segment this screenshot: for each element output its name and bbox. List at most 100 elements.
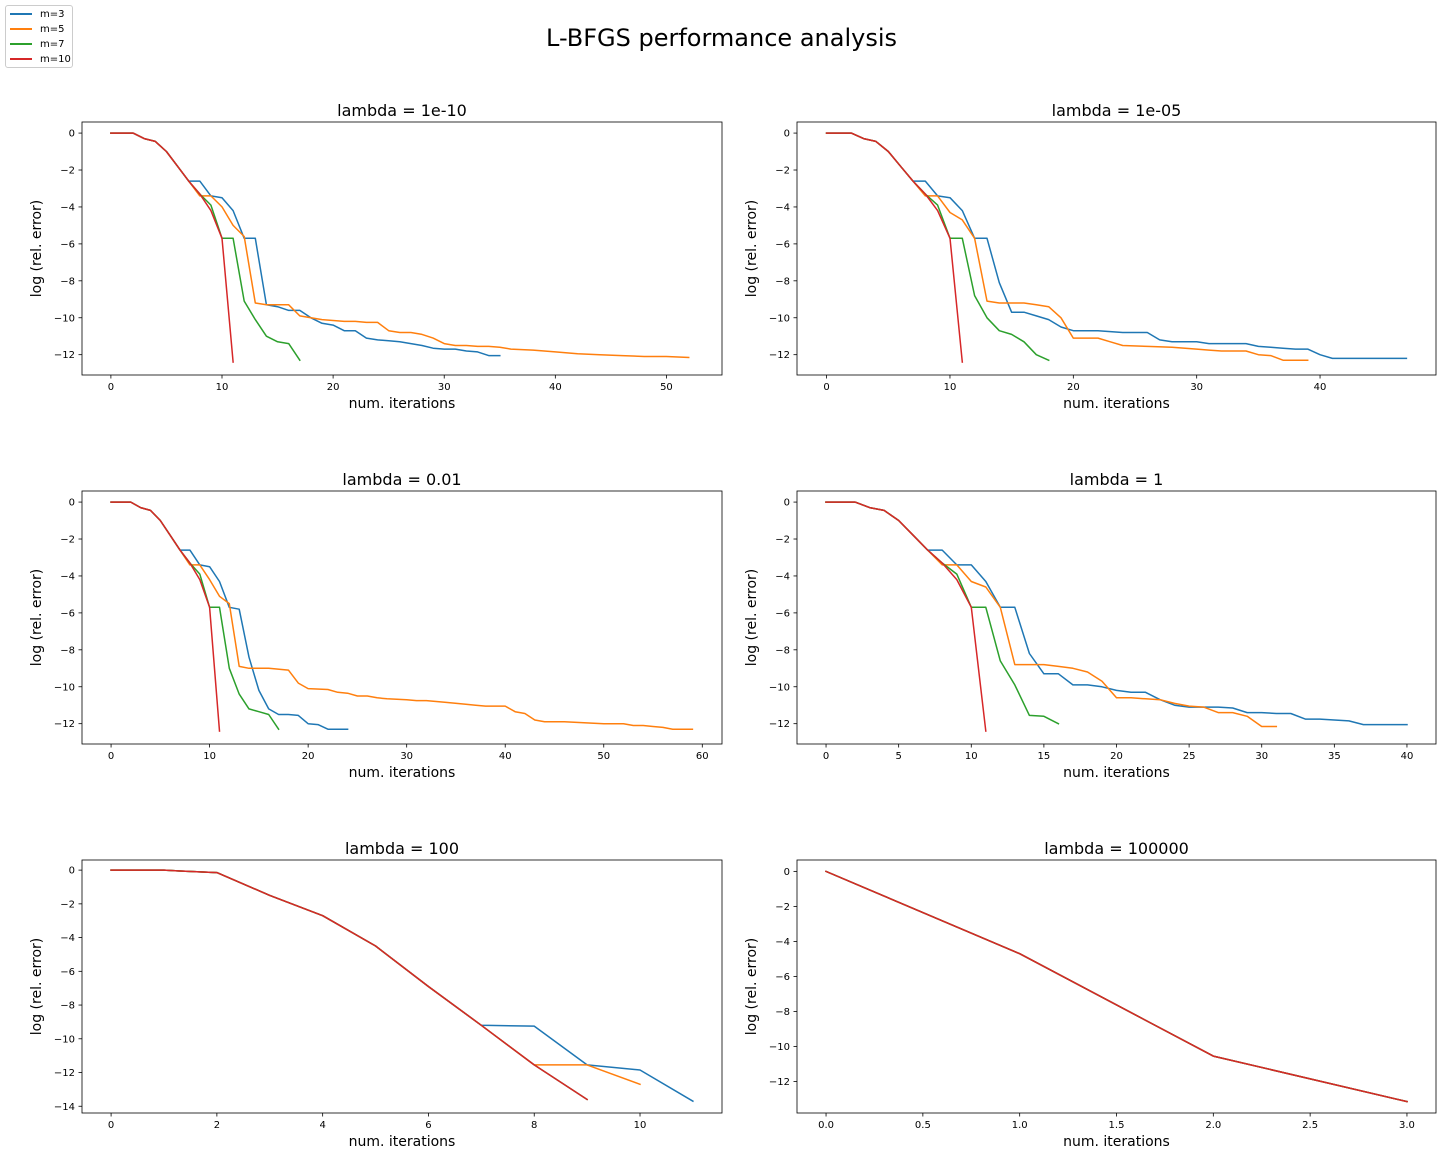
x-tick-label: 8 (531, 1120, 537, 1131)
subplot-5: 0 2 4 6 8 10 0 −2 −4 −6 −8 −10 −12 −14 lambda = 100 num… (29, 839, 723, 1150)
series-line-m3 (110, 501, 349, 730)
subplot-title: lambda = 1e-05 (1052, 101, 1182, 120)
x-tick-label: 40 (1314, 382, 1327, 393)
y-tick-label: −12 (54, 719, 75, 730)
x-tick-label: 2.0 (1205, 1120, 1221, 1131)
subplot-4: 0 5 10 15 20 25 30 35 40 0 −2 −4 −6 −8 −10 −12 lambda = … (744, 470, 1437, 781)
y-tick-label: −4 (775, 571, 790, 582)
x-tick-label: 0 (108, 751, 114, 762)
y-tick-label: −6 (775, 608, 790, 619)
plot-area (825, 501, 1408, 732)
subplot-title: lambda = 100000 (1044, 839, 1189, 858)
plot-area (825, 870, 1408, 1103)
figure-title: L-BFGS performance analysis (546, 24, 897, 52)
x-tick-label: 30 (1255, 751, 1268, 762)
legend-label-m10: m=10 (40, 54, 71, 65)
subplot-title: lambda = 1e-10 (337, 101, 467, 120)
x-tick-label: 20 (1067, 382, 1080, 393)
series-line-m10 (110, 501, 221, 732)
y-tick-label: −2 (60, 166, 75, 177)
subplot-6: 0.0 0.5 1.0 1.5 2.0 2.5 3.0 0 −2 −4 −6 −8 −10 −12 lamb… (744, 839, 1437, 1150)
x-tick-label: 20 (327, 382, 340, 393)
y-tick-label: 0 (69, 498, 75, 509)
x-tick-label: 1.0 (1012, 1120, 1028, 1131)
x-axis-label: num. iterations (349, 396, 456, 412)
subplot-3: 0 10 20 30 40 50 60 0 −2 −4 −6 −8 −10 −12 lambda = 0.0… (29, 470, 723, 781)
legend-label-m7: m=7 (40, 39, 65, 50)
axes-frame (81, 490, 723, 745)
legend-label-m5: m=5 (40, 24, 65, 35)
series-line-m3 (110, 132, 501, 357)
x-tick-label: 25 (1183, 751, 1196, 762)
x-tick-label: 10 (965, 751, 978, 762)
y-axis-label: log (rel. error) (744, 938, 760, 1035)
x-tick-label: 4 (319, 1120, 325, 1131)
x-tick-label: 0.5 (915, 1120, 931, 1131)
y-tick-label: −12 (769, 350, 790, 361)
y-tick-label: −2 (775, 166, 790, 177)
x-tick-label: 40 (549, 382, 562, 393)
x-tick-label: 5 (895, 751, 901, 762)
x-tick-label: 2 (214, 1120, 220, 1131)
series-line-m7 (825, 132, 1050, 362)
series-line-m5 (825, 870, 1408, 1103)
x-tick-label: 20 (1110, 751, 1123, 762)
x-tick-label: 50 (597, 751, 610, 762)
series-line-m5 (110, 869, 641, 1086)
legend-swatch-m3 (10, 13, 32, 15)
y-tick-label: −8 (60, 645, 75, 656)
x-tick-label: 0 (823, 382, 829, 393)
subplot-title: lambda = 1 (1070, 470, 1164, 489)
x-tick-label: 20 (302, 751, 315, 762)
y-tick-label: −10 (54, 1034, 75, 1045)
series-line-m7 (110, 501, 280, 731)
axes-frame (796, 859, 1437, 1114)
y-tick-label: 0 (784, 867, 790, 878)
x-tick-label: 0 (108, 382, 114, 393)
y-axis-label: log (rel. error) (29, 569, 45, 666)
y-tick-label: −12 (769, 719, 790, 730)
x-tick-label: 40 (1401, 751, 1414, 762)
x-tick-label: 10 (634, 1120, 647, 1131)
x-tick-label: 0.0 (818, 1120, 834, 1131)
legend-item-m7: m=7 (10, 38, 64, 52)
y-tick-label: −10 (769, 1042, 790, 1053)
y-tick-label: −4 (60, 933, 75, 944)
y-tick-label: −6 (775, 972, 790, 983)
series-line-m10 (110, 869, 589, 1101)
y-tick-label: 0 (69, 866, 75, 877)
y-tick-label: −2 (60, 899, 75, 910)
y-tick-label: −12 (769, 1077, 790, 1088)
x-tick-label: 30 (438, 382, 451, 393)
axes-frame (796, 490, 1437, 745)
series-line-m3 (825, 870, 1408, 1103)
legend-item-m10: m=10 (10, 53, 71, 67)
series-line-m7 (110, 132, 301, 362)
y-tick-label: −2 (775, 535, 790, 546)
subplot-1: 0 10 20 30 40 50 0 −2 −4 −6 −8 −10 −12 lambda = 1e-10… (29, 101, 723, 412)
y-axis-label: log (rel. error) (744, 200, 760, 297)
y-tick-label: −2 (775, 902, 790, 913)
series-line-m3 (825, 132, 1408, 360)
x-tick-label: 10 (944, 382, 957, 393)
y-tick-label: −10 (54, 313, 75, 324)
y-tick-label: −10 (54, 682, 75, 693)
series-line-m7 (825, 501, 1060, 725)
y-tick-label: −4 (775, 937, 790, 948)
axes-frame (81, 121, 723, 376)
x-tick-label: 50 (660, 382, 673, 393)
series-line-m3 (110, 869, 694, 1103)
legend-swatch-m5 (10, 28, 32, 30)
y-axis-label: log (rel. error) (29, 938, 45, 1035)
axes-frame (81, 859, 723, 1114)
y-tick-label: −6 (775, 239, 790, 250)
plot-area (110, 132, 690, 363)
series-line-m7 (110, 869, 589, 1101)
legend-item-m3: m=3 (10, 8, 64, 22)
plot-area (110, 869, 694, 1103)
y-tick-label: −6 (60, 239, 75, 250)
legend: m=3 m=5 m=7 m=10 (5, 5, 73, 68)
plot-area (110, 501, 694, 732)
x-axis-label: num. iterations (1063, 396, 1170, 412)
